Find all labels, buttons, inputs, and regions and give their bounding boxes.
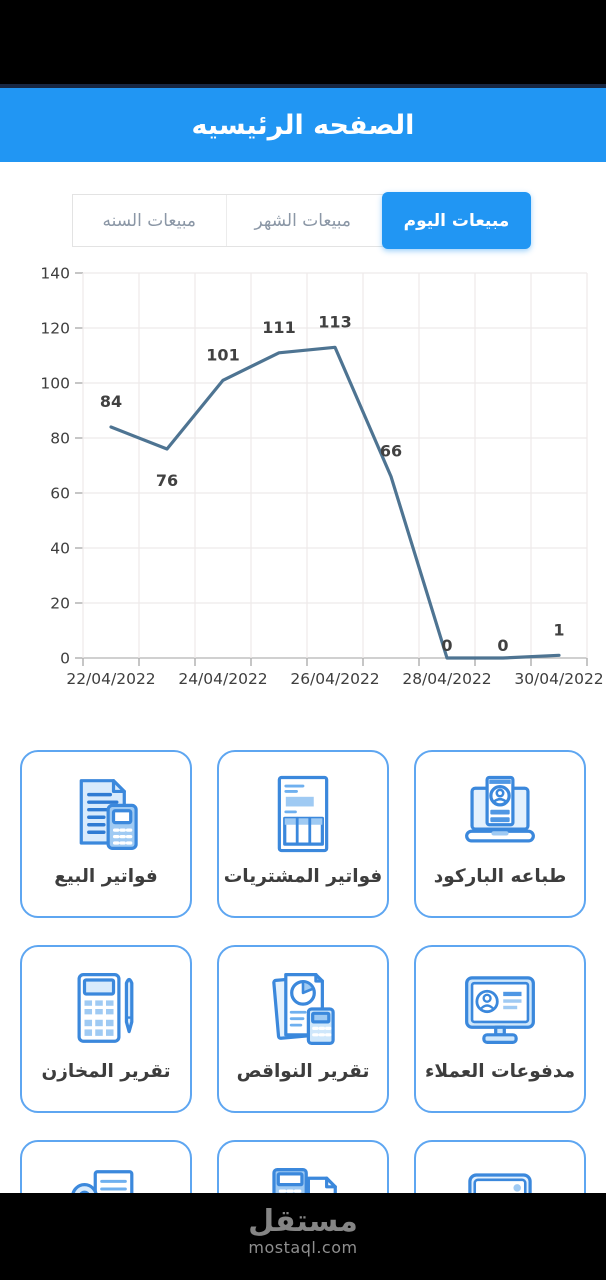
svg-text:0: 0 bbox=[497, 636, 508, 655]
menu-row-2: تقرير المخازن تقرير ا bbox=[20, 945, 586, 1113]
customer-payments-label: مدفوعات العملاء bbox=[424, 1061, 576, 1082]
svg-text:100: 100 bbox=[40, 375, 70, 393]
menu-row-1: فواتير البيع فواتير المشتريات bbox=[20, 750, 586, 918]
shortage-report-button[interactable]: تقرير النواقص bbox=[217, 945, 389, 1113]
printer-icon bbox=[63, 1152, 149, 1193]
svg-text:20: 20 bbox=[50, 595, 70, 613]
purchase-invoices-button[interactable]: فواتير المشتريات bbox=[217, 750, 389, 918]
svg-text:120: 120 bbox=[40, 320, 70, 338]
svg-text:22/04/2022: 22/04/2022 bbox=[66, 670, 155, 688]
customer-payments-button[interactable]: مدفوعات العملاء bbox=[414, 945, 586, 1113]
tab-year-sales[interactable]: مبيعات السنه bbox=[73, 195, 226, 246]
svg-text:26/04/2022: 26/04/2022 bbox=[290, 670, 379, 688]
shortage-report-label: تقرير النواقص bbox=[236, 1061, 370, 1082]
svg-text:113: 113 bbox=[318, 312, 351, 331]
sales-invoices-button[interactable]: فواتير البيع bbox=[20, 750, 192, 918]
sales-period-tabbar: مبيعات السنه مبيعات الشهر مبيعات اليوم bbox=[72, 192, 531, 249]
barcode-print-button[interactable]: طباعه الباركود bbox=[414, 750, 586, 918]
svg-text:30/04/2022: 30/04/2022 bbox=[514, 670, 603, 688]
customer-payments-icon bbox=[457, 957, 543, 1061]
svg-text:40: 40 bbox=[50, 540, 70, 558]
svg-text:101: 101 bbox=[206, 345, 239, 364]
bottom-watermark-bar: مستقل mostaql.com bbox=[0, 1193, 606, 1280]
tab-today-sales[interactable]: مبيعات اليوم bbox=[382, 192, 531, 249]
svg-text:111: 111 bbox=[262, 318, 295, 337]
svg-text:60: 60 bbox=[50, 485, 70, 503]
barcode-print-label: طباعه الباركود bbox=[433, 866, 567, 887]
app-header: الصفحه الرئيسيه bbox=[0, 84, 606, 162]
svg-text:84: 84 bbox=[100, 392, 122, 411]
tab-today-sales-label: مبيعات اليوم bbox=[403, 210, 510, 231]
page-title: الصفحه الرئيسيه bbox=[191, 109, 415, 141]
svg-text:80: 80 bbox=[50, 430, 70, 448]
svg-text:140: 140 bbox=[40, 265, 70, 283]
calculator-document-button[interactable] bbox=[217, 1140, 389, 1193]
mostaql-watermark-url: mostaql.com bbox=[248, 1238, 358, 1257]
purchase-invoices-icon bbox=[260, 762, 346, 866]
svg-text:76: 76 bbox=[156, 471, 178, 490]
svg-text:24/04/2022: 24/04/2022 bbox=[178, 670, 267, 688]
svg-text:0: 0 bbox=[441, 636, 452, 655]
warehouse-report-button[interactable]: تقرير المخازن bbox=[20, 945, 192, 1113]
print-menu-button[interactable] bbox=[20, 1140, 192, 1193]
barcode-print-icon bbox=[457, 762, 543, 866]
card-icon bbox=[457, 1152, 543, 1193]
shortage-report-icon bbox=[260, 957, 346, 1061]
warehouse-report-icon bbox=[63, 957, 149, 1061]
menu-row-3 bbox=[20, 1140, 586, 1193]
calculator-document-icon bbox=[260, 1152, 346, 1193]
sales-invoices-icon bbox=[63, 762, 149, 866]
purchase-invoices-label: فواتير المشتريات bbox=[223, 866, 383, 887]
svg-text:66: 66 bbox=[380, 442, 402, 461]
content-area: مبيعات السنه مبيعات الشهر مبيعات اليوم 0… bbox=[0, 162, 606, 1193]
mostaql-watermark-logo: مستقل bbox=[248, 1204, 358, 1239]
svg-text:28/04/2022: 28/04/2022 bbox=[402, 670, 491, 688]
warehouse-report-label: تقرير المخازن bbox=[41, 1061, 171, 1082]
svg-text:1: 1 bbox=[553, 620, 564, 639]
tab-month-sales-label: مبيعات الشهر bbox=[254, 210, 351, 231]
sales-invoices-label: فواتير البيع bbox=[54, 866, 158, 887]
tab-month-sales[interactable]: مبيعات الشهر bbox=[225, 195, 380, 246]
tab-year-sales-label: مبيعات السنه bbox=[102, 210, 196, 231]
card-menu-button[interactable] bbox=[414, 1140, 586, 1193]
svg-text:0: 0 bbox=[60, 650, 70, 668]
